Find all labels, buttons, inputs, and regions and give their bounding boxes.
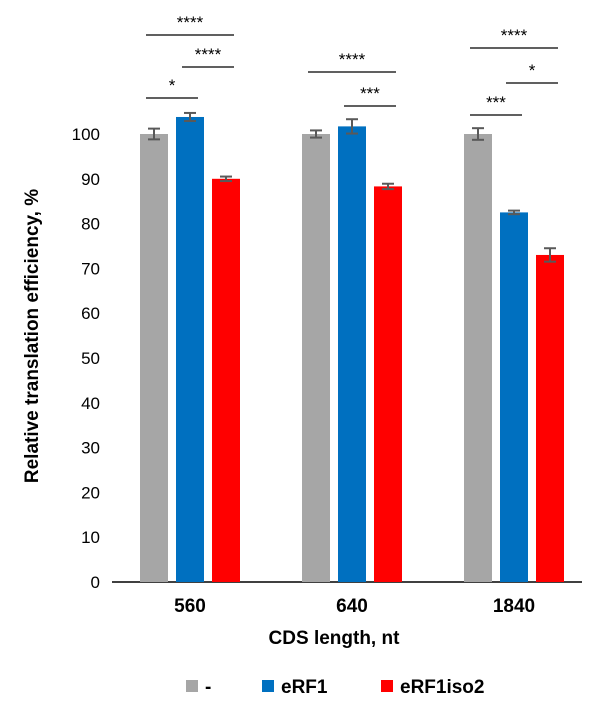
legend-swatch xyxy=(381,680,393,692)
bar-560-2 xyxy=(176,116,204,582)
significance-brackets: ************************ xyxy=(146,13,558,116)
error-bar xyxy=(382,182,394,191)
significance-label: **** xyxy=(177,13,204,32)
legend-label: eRF1iso2 xyxy=(400,677,484,698)
significance-bracket: *** xyxy=(470,93,522,116)
legend-label: - xyxy=(205,677,211,698)
significance-label: **** xyxy=(195,45,222,64)
x-axis-title: CDS length, nt xyxy=(269,628,401,649)
legend-swatch xyxy=(186,680,198,692)
bar-1840-1 xyxy=(464,134,492,582)
error-bar xyxy=(508,209,520,216)
legend: - eRF1 eRF1iso2 xyxy=(186,677,484,698)
significance-label: * xyxy=(169,76,176,95)
x-tick-label: 560 xyxy=(174,596,206,617)
significance-bracket: **** xyxy=(146,13,234,36)
legend-item: eRF1 xyxy=(262,677,328,698)
y-tick-label: 20 xyxy=(81,483,100,502)
y-tick-label: 50 xyxy=(81,349,100,368)
significance-bracket: **** xyxy=(470,26,558,49)
significance-bracket: * xyxy=(506,61,558,84)
y-tick-label: 100 xyxy=(72,125,100,144)
x-tick-label: 1840 xyxy=(493,596,535,617)
significance-bracket: * xyxy=(146,76,198,99)
bar-1840-2 xyxy=(500,212,528,582)
legend-swatch xyxy=(262,680,274,692)
error-bar xyxy=(184,111,196,123)
bar-640-3 xyxy=(374,186,402,582)
y-axis: 0 10 20 30 40 50 60 70 80 90 100 xyxy=(72,125,100,592)
significance-label: * xyxy=(529,61,536,80)
significance-label: *** xyxy=(360,84,380,103)
significance-bracket: **** xyxy=(308,50,396,73)
error-bar xyxy=(310,129,322,139)
significance-label: *** xyxy=(486,93,506,112)
y-tick-label: 80 xyxy=(81,215,100,234)
y-tick-label: 60 xyxy=(81,304,100,323)
bar-560-3 xyxy=(212,178,240,583)
y-tick-label: 70 xyxy=(81,259,100,278)
legend-label: eRF1 xyxy=(281,677,328,698)
y-tick-label: 40 xyxy=(81,394,100,413)
legend-item: eRF1iso2 xyxy=(381,677,484,698)
bar-560-1 xyxy=(140,134,168,582)
significance-bracket: *** xyxy=(344,84,396,107)
y-tick-label: 10 xyxy=(81,528,100,547)
significance-bracket: **** xyxy=(182,45,234,68)
error-bar xyxy=(220,175,232,183)
significance-label: **** xyxy=(501,26,528,45)
error-bar xyxy=(544,247,556,263)
bar-640-2 xyxy=(338,126,366,582)
bar-640-1 xyxy=(302,134,330,582)
y-axis-title: Relative translation efficiency, % xyxy=(22,189,43,483)
error-bar xyxy=(148,127,160,141)
y-tick-label: 90 xyxy=(81,170,100,189)
error-bar xyxy=(472,127,484,141)
bars xyxy=(140,111,564,583)
bar-1840-3 xyxy=(536,254,564,582)
y-tick-label: 0 xyxy=(91,573,100,592)
x-axis: 560 640 1840 xyxy=(174,596,535,617)
x-tick-label: 640 xyxy=(336,596,368,617)
legend-item: - xyxy=(186,677,211,698)
y-tick-label: 30 xyxy=(81,439,100,458)
error-bar xyxy=(346,118,358,135)
significance-label: **** xyxy=(339,50,366,69)
